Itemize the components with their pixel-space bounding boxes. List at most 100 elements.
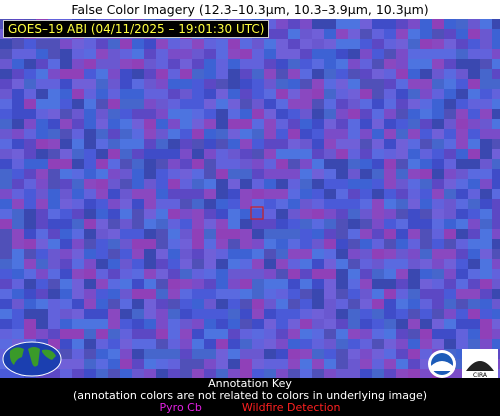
image-pixel: [96, 329, 108, 339]
image-pixel: [12, 129, 24, 139]
image-pixel: [492, 239, 500, 249]
image-pixel: [96, 359, 108, 369]
image-pixel: [84, 109, 96, 119]
image-pixel: [408, 59, 420, 69]
image-pixel: [204, 279, 216, 289]
image-pixel: [96, 49, 108, 59]
image-pixel: [348, 269, 360, 279]
image-pixel: [456, 29, 468, 39]
image-pixel: [468, 289, 480, 299]
image-pixel: [240, 179, 252, 189]
image-pixel: [432, 299, 444, 309]
image-pixel: [372, 129, 384, 139]
image-pixel: [288, 339, 300, 349]
image-pixel: [132, 199, 144, 209]
image-pixel: [144, 229, 156, 239]
image-pixel: [144, 349, 156, 359]
image-pixel: [240, 219, 252, 229]
image-pixel: [48, 269, 60, 279]
image-pixel: [108, 169, 120, 179]
image-pixel: [396, 119, 408, 129]
image-pixel: [228, 139, 240, 149]
image-pixel: [48, 89, 60, 99]
image-pixel: [300, 319, 312, 329]
image-pixel: [384, 349, 396, 359]
image-pixel: [144, 59, 156, 69]
image-pixel: [216, 219, 228, 229]
image-pixel: [312, 239, 324, 249]
image-pixel: [228, 229, 240, 239]
image-pixel: [456, 199, 468, 209]
image-pixel: [72, 359, 84, 369]
image-pixel: [0, 269, 12, 279]
image-pixel: [108, 289, 120, 299]
image-pixel: [372, 329, 384, 339]
image-pixel: [180, 279, 192, 289]
image-pixel: [180, 329, 192, 339]
image-pixel: [480, 259, 492, 269]
image-pixel: [276, 169, 288, 179]
image-pixel: [60, 79, 72, 89]
image-pixel: [300, 279, 312, 289]
image-pixel: [384, 139, 396, 149]
image-pixel: [24, 139, 36, 149]
image-pixel: [324, 99, 336, 109]
image-pixel: [420, 349, 432, 359]
image-pixel: [300, 89, 312, 99]
image-pixel: [252, 89, 264, 99]
image-pixel: [60, 49, 72, 59]
image-pixel: [228, 309, 240, 319]
image-pixel: [192, 159, 204, 169]
image-pixel: [168, 239, 180, 249]
image-pixel: [300, 99, 312, 109]
image-pixel: [240, 159, 252, 169]
image-pixel: [96, 139, 108, 149]
image-pixel: [216, 79, 228, 89]
image-pixel: [0, 259, 12, 269]
timestamp-label: GOES–19 ABI (04/11/2025 – 19:01:30 UTC): [3, 20, 270, 38]
image-pixel: [492, 219, 500, 229]
image-pixel: [120, 49, 132, 59]
image-pixel: [432, 209, 444, 219]
image-pixel: [312, 29, 324, 39]
image-pixel: [396, 99, 408, 109]
image-pixel: [72, 329, 84, 339]
image-pixel: [456, 109, 468, 119]
image-pixel: [252, 319, 264, 329]
image-pixel: [108, 219, 120, 229]
image-pixel: [216, 139, 228, 149]
image-pixel: [0, 99, 12, 109]
image-pixel: [192, 309, 204, 319]
image-pixel: [120, 309, 132, 319]
image-pixel: [276, 189, 288, 199]
image-pixel: [480, 319, 492, 329]
image-pixel: [408, 99, 420, 109]
image-pixel: [192, 329, 204, 339]
image-pixel: [120, 269, 132, 279]
image-pixel: [300, 309, 312, 319]
image-pixel: [24, 119, 36, 129]
image-pixel: [396, 229, 408, 239]
image-pixel: [60, 349, 72, 359]
image-pixel: [84, 249, 96, 259]
image-pixel: [276, 309, 288, 319]
image-pixel: [396, 369, 408, 378]
image-pixel: [300, 29, 312, 39]
image-pixel: [84, 129, 96, 139]
image-pixel: [96, 39, 108, 49]
image-pixel: [372, 169, 384, 179]
image-pixel: [336, 49, 348, 59]
image-pixel: [144, 219, 156, 229]
image-pixel: [252, 259, 264, 269]
image-pixel: [168, 189, 180, 199]
image-pixel: [348, 359, 360, 369]
image-pixel: [192, 99, 204, 109]
image-pixel: [132, 369, 144, 378]
image-pixel: [108, 109, 120, 119]
image-pixel: [468, 329, 480, 339]
image-pixel: [228, 299, 240, 309]
image-pixel: [276, 79, 288, 89]
image-pixel: [168, 349, 180, 359]
image-pixel: [252, 69, 264, 79]
image-pixel: [348, 19, 360, 29]
